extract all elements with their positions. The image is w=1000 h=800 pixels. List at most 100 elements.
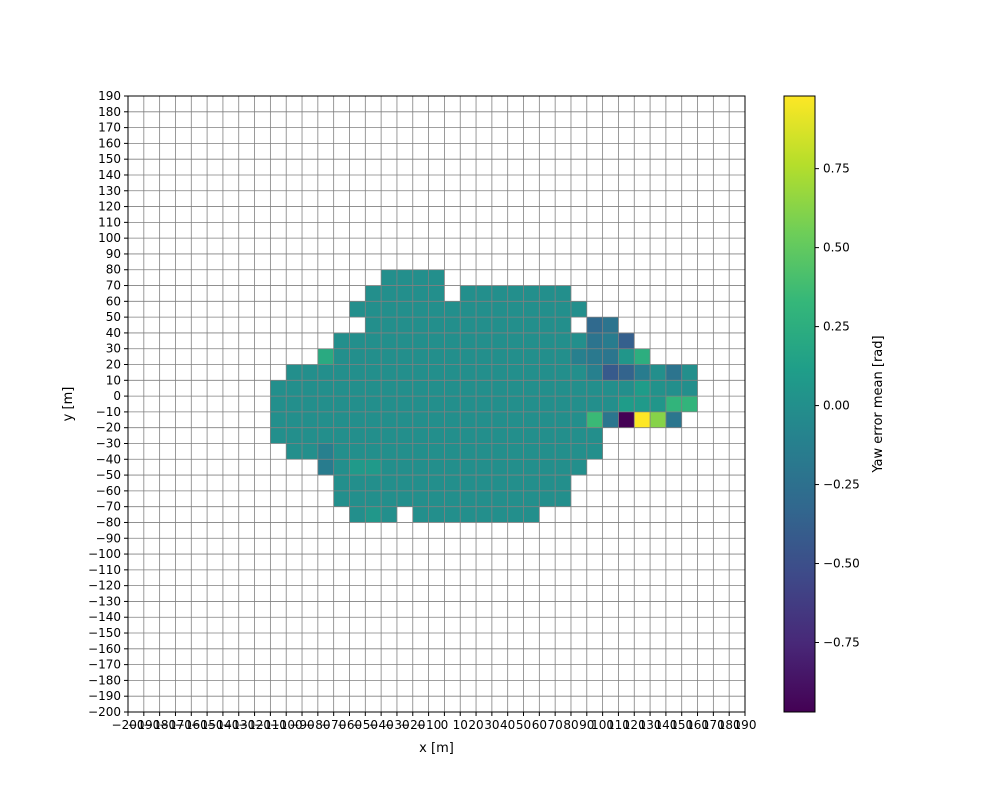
heatmap-cell (381, 269, 397, 286)
heatmap-cell (444, 301, 461, 318)
heatmap-cell (507, 506, 524, 523)
heatmap-cell (539, 332, 556, 349)
y-tick-label: 50 (106, 310, 121, 324)
heatmap-cell (365, 332, 382, 349)
heatmap-cell (539, 443, 556, 460)
y-tick-label: 60 (106, 294, 121, 308)
heatmap-cell (460, 475, 477, 491)
heatmap-cell (349, 348, 366, 365)
y-tick-label: 160 (98, 136, 121, 150)
y-tick-label: −30 (96, 436, 121, 450)
heatmap-cell (650, 380, 666, 397)
heatmap-cell (396, 443, 413, 460)
heatmap-cell (444, 332, 461, 349)
heatmap-cell (381, 411, 397, 428)
x-tick-label: 100 (591, 718, 614, 732)
heatmap-cell (412, 506, 429, 523)
heatmap-cell (302, 411, 318, 428)
y-tick-label: −120 (88, 579, 121, 593)
heatmap-cell (570, 380, 587, 397)
y-tick-label: −200 (88, 705, 121, 719)
heatmap-cell (555, 332, 571, 349)
heatmap-cell (349, 364, 366, 381)
heatmap-cell (365, 443, 382, 460)
colorbar-tick-label: 0.75 (823, 162, 850, 176)
colorbar-tick-label: −0.25 (823, 478, 860, 492)
y-tick-label: 170 (98, 121, 121, 135)
heatmap-cell (476, 396, 492, 412)
heatmap-cell (586, 332, 603, 349)
heatmap-cell (428, 332, 445, 349)
heatmap-cell (349, 380, 366, 397)
heatmap-cell (586, 348, 603, 365)
x-tick-label: 170 (702, 718, 725, 732)
y-tick-label: −160 (88, 642, 121, 656)
heatmap-cell (555, 443, 571, 460)
x-tick-label: 160 (686, 718, 709, 732)
heatmap-cell (555, 490, 571, 507)
heatmap-cell (618, 332, 635, 349)
y-tick-label: −10 (96, 405, 121, 419)
heatmap-cell (602, 317, 619, 333)
heatmap-cell (681, 396, 698, 412)
heatmap-cell (333, 348, 350, 365)
heatmap-cell (539, 490, 556, 507)
y-tick-label: −140 (88, 610, 121, 624)
heatmap-cell (555, 364, 571, 381)
heatmap-cell (365, 490, 382, 507)
x-tick-label: 190 (734, 718, 757, 732)
heatmap-cell (650, 364, 666, 381)
heatmap-cell (317, 443, 334, 460)
heatmap-cell (302, 396, 318, 412)
y-tick-label: −20 (96, 421, 121, 435)
heatmap-cell (317, 411, 334, 428)
x-tick-label: 50 (516, 718, 531, 732)
heatmap-cell (428, 506, 445, 523)
heatmap-cell (507, 364, 524, 381)
heatmap-cell (507, 396, 524, 412)
heatmap-cell (507, 301, 524, 318)
heatmap-cell (555, 475, 571, 491)
heatmap-cell (349, 396, 366, 412)
y-tick-label: 80 (106, 263, 121, 277)
heatmap-cell (396, 411, 413, 428)
heatmap-cell (381, 285, 397, 302)
y-tick-label: −130 (88, 594, 121, 608)
heatmap-cell (523, 443, 540, 460)
heatmap-cell (476, 348, 492, 365)
heatmap-cell (618, 348, 635, 365)
heatmap-cell (349, 475, 366, 491)
heatmap-cell (333, 443, 350, 460)
y-tick-label: 0 (113, 389, 121, 403)
y-tick-label: −100 (88, 547, 121, 561)
y-tick-label: 150 (98, 152, 121, 166)
heatmap-cell (302, 427, 318, 444)
y-tick-label: 30 (106, 342, 121, 356)
x-tick-label: 150 (670, 718, 693, 732)
heatmap-cell (491, 396, 508, 412)
x-tick-label: 180 (718, 718, 741, 732)
heatmap-cell (333, 475, 350, 491)
heatmap-cell (365, 506, 382, 523)
heatmap-cell (634, 348, 651, 365)
heatmap-cell (317, 348, 334, 365)
heatmap-cell (681, 380, 698, 397)
heatmap-cell (428, 459, 445, 476)
heatmap-cell (570, 459, 587, 476)
y-tick-label: −150 (88, 626, 121, 640)
heatmap-cell (270, 380, 287, 397)
y-tick-label: −50 (96, 468, 121, 482)
heatmap-cell (570, 301, 587, 318)
heatmap-cell (428, 443, 445, 460)
heatmap-cell (507, 317, 524, 333)
x-tick-label: −100 (270, 718, 303, 732)
heatmap-cell (586, 380, 603, 397)
heatmap-cell (460, 348, 477, 365)
heatmap-cell (460, 317, 477, 333)
heatmap-cell (286, 427, 303, 444)
x-tick-label: 0 (441, 718, 449, 732)
heatmap-cell (476, 443, 492, 460)
heatmap-cell (586, 411, 603, 428)
heatmap-cells (270, 269, 698, 523)
heatmap-cell (523, 301, 540, 318)
